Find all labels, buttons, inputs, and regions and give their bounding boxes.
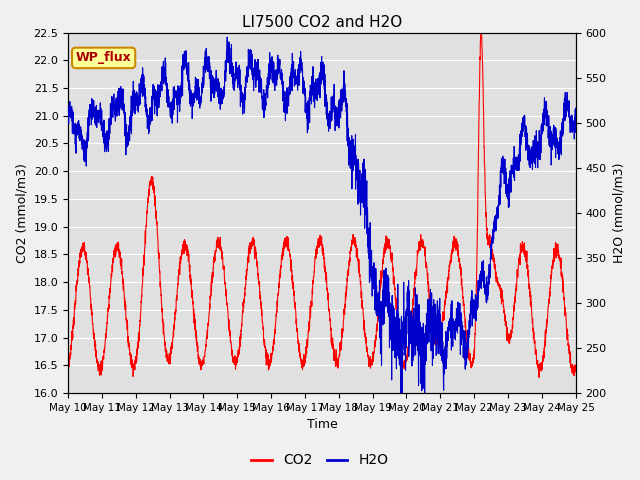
X-axis label: Time: Time	[307, 419, 337, 432]
Text: WP_flux: WP_flux	[76, 51, 131, 64]
Y-axis label: CO2 (mmol/m3): CO2 (mmol/m3)	[15, 163, 28, 263]
Y-axis label: H2O (mmol/m3): H2O (mmol/m3)	[612, 163, 625, 263]
Title: LI7500 CO2 and H2O: LI7500 CO2 and H2O	[242, 15, 402, 30]
Legend: CO2, H2O: CO2, H2O	[246, 448, 394, 473]
